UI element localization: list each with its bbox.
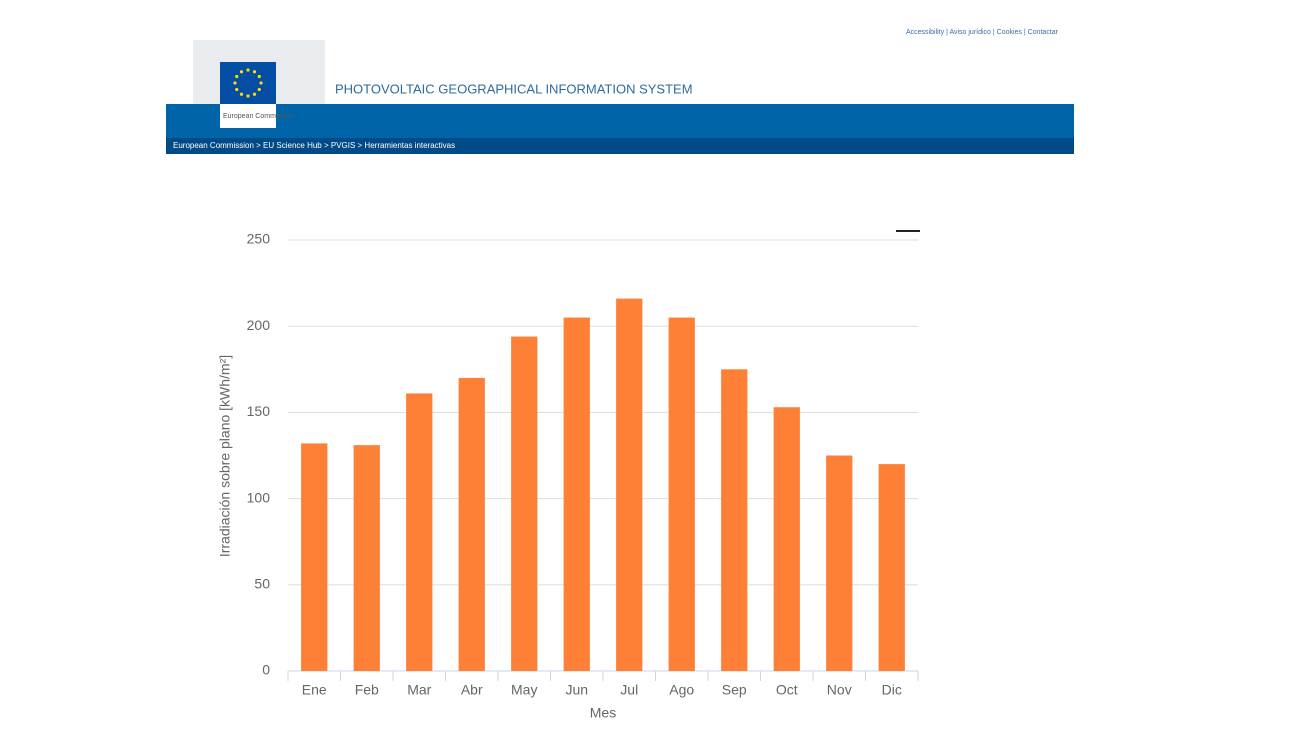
x-tick-label: Feb <box>355 682 379 698</box>
bar <box>511 336 538 671</box>
x-tick-label: Nov <box>827 682 852 698</box>
y-axis-label: Irradiación sobre plano [kWh/m²] <box>217 355 233 557</box>
site-title: PHOTOVOLTAIC GEOGRAPHICAL INFORMATION SY… <box>335 81 693 96</box>
star <box>257 74 261 79</box>
y-tick-label: 50 <box>254 576 270 592</box>
top-links[interactable]: Accessibility | Aviso jurídico | Cookies… <box>906 29 1059 36</box>
x-tick-label: Ago <box>669 682 694 698</box>
breadcrumb-bar <box>166 138 1074 154</box>
bar <box>668 317 695 671</box>
stars <box>233 68 263 98</box>
bar <box>878 464 905 671</box>
star <box>252 70 257 74</box>
x-tick-label: Mar <box>407 682 431 698</box>
x-tick-label: Jul <box>620 682 638 698</box>
star <box>257 87 261 92</box>
bar <box>563 317 590 671</box>
bar <box>616 298 643 671</box>
bar <box>353 445 380 671</box>
logo-box-front <box>220 104 276 128</box>
x-axis-label: Mes <box>590 705 616 721</box>
x-tick-label: Abr <box>461 682 483 698</box>
bar <box>301 443 328 671</box>
bar <box>773 407 800 671</box>
y-tick-label: 200 <box>247 317 271 333</box>
blue-band <box>166 104 1074 138</box>
x-tick-label: Oct <box>776 682 798 698</box>
logo-text: European Commission <box>223 113 294 120</box>
star <box>235 87 239 92</box>
star <box>259 81 263 85</box>
y-tick-label: 100 <box>247 489 271 505</box>
breadcrumb[interactable]: European Commission > EU Science Hub > P… <box>173 141 455 150</box>
bar <box>721 369 748 671</box>
star <box>252 92 257 96</box>
bar <box>406 393 433 671</box>
y-tick-label: 150 <box>247 403 271 419</box>
star <box>246 68 250 72</box>
x-tick-label: Jun <box>565 682 588 698</box>
star <box>239 92 244 96</box>
star <box>239 70 244 74</box>
x-tick-label: Sep <box>722 682 747 698</box>
star <box>233 81 237 85</box>
y-tick-label: 250 <box>247 231 271 247</box>
bar <box>458 377 485 671</box>
star <box>246 94 250 98</box>
star <box>235 74 239 79</box>
x-tick-label: Dic <box>882 682 902 698</box>
x-tick-label: May <box>511 682 537 698</box>
y-tick-label: 0 <box>262 662 270 678</box>
bar <box>826 455 853 671</box>
eu-flag <box>220 62 276 104</box>
x-tick-label: Ene <box>302 682 327 698</box>
